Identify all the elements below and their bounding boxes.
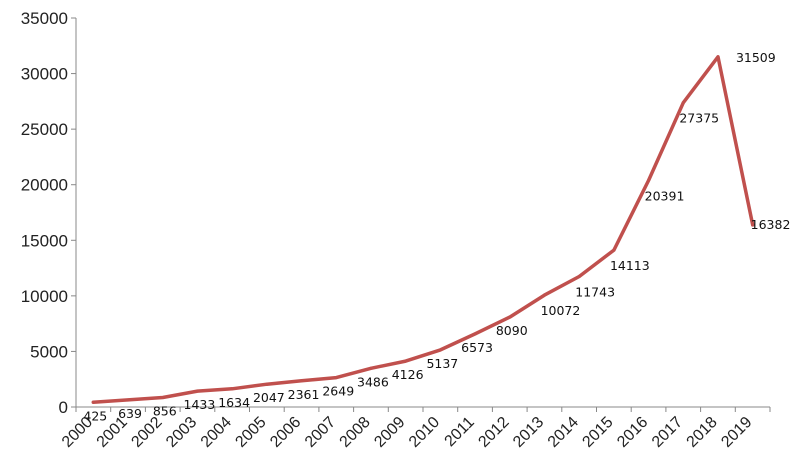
data-point xyxy=(334,376,338,380)
data-point xyxy=(438,348,442,352)
data-label: 27375 xyxy=(679,111,719,126)
y-tick-label: 5000 xyxy=(30,342,68,361)
data-label: 20391 xyxy=(645,188,685,203)
x-tick-label: 2019 xyxy=(718,414,755,451)
x-tick-label: 2011 xyxy=(442,414,478,450)
data-label: 639 xyxy=(118,406,142,421)
x-tick-label: 2017 xyxy=(649,414,686,451)
x-tick-label: 2014 xyxy=(545,414,582,451)
data-point xyxy=(508,315,512,319)
data-label: 3486 xyxy=(357,374,389,389)
data-point xyxy=(265,382,269,386)
x-tick-label: 2016 xyxy=(614,414,651,451)
data-label: 856 xyxy=(153,403,177,418)
x-tick-label: 2005 xyxy=(232,414,269,451)
data-point xyxy=(404,359,408,363)
x-tick-label: 2009 xyxy=(371,414,408,451)
data-label: 4126 xyxy=(392,367,424,382)
data-label: 5137 xyxy=(426,356,458,371)
data-label: 11743 xyxy=(575,284,615,299)
data-points xyxy=(91,55,755,404)
data-point xyxy=(542,293,546,297)
x-tick-label: 2008 xyxy=(337,414,374,451)
x-tick-label: 2018 xyxy=(684,414,721,451)
data-point xyxy=(91,400,95,404)
data-label: 16382 xyxy=(751,217,791,232)
y-tick-label: 15000 xyxy=(21,231,68,250)
x-tick-label: 2010 xyxy=(406,414,443,451)
data-label: 425 xyxy=(83,408,107,423)
data-label: 6573 xyxy=(461,340,493,355)
y-axis-ticks: 0 5000 10000 15000 20000 25000 30000 35000 xyxy=(21,9,76,417)
data-point xyxy=(161,395,165,399)
data-point xyxy=(195,389,199,393)
data-point xyxy=(473,332,477,336)
data-point xyxy=(612,248,616,252)
y-tick-label: 25000 xyxy=(21,120,68,139)
data-label: 14113 xyxy=(610,258,650,273)
y-tick-label: 20000 xyxy=(21,176,68,195)
x-tick-label: 2003 xyxy=(163,414,200,451)
y-tick-label: 0 xyxy=(59,398,68,417)
y-tick-label: 30000 xyxy=(21,65,68,84)
data-point xyxy=(577,274,581,278)
data-point xyxy=(300,379,304,383)
data-point xyxy=(716,55,720,59)
x-tick-label: 2007 xyxy=(302,414,339,451)
data-label: 2361 xyxy=(288,387,320,402)
x-tick-label: 2012 xyxy=(475,414,512,451)
data-label: 2047 xyxy=(253,390,285,405)
y-tick-label: 35000 xyxy=(21,9,68,28)
data-point xyxy=(647,178,651,182)
data-point xyxy=(230,387,234,391)
data-label: 2649 xyxy=(322,384,354,399)
series-line xyxy=(91,55,755,405)
x-tick-label: 2006 xyxy=(267,414,304,451)
data-label: 31509 xyxy=(736,50,776,65)
y-tick-label: 10000 xyxy=(21,287,68,306)
data-point xyxy=(126,398,130,402)
data-label: 8090 xyxy=(496,323,528,338)
data-label: 10072 xyxy=(541,303,581,318)
x-tick-label: 2013 xyxy=(510,414,547,451)
data-label: 1433 xyxy=(184,397,216,412)
x-tick-label: 2004 xyxy=(198,414,235,451)
data-label: 1634 xyxy=(218,395,250,410)
x-tick-label: 2015 xyxy=(579,414,616,451)
data-point xyxy=(751,223,755,227)
axes xyxy=(75,18,770,408)
data-point xyxy=(681,101,685,105)
data-point xyxy=(369,366,373,370)
